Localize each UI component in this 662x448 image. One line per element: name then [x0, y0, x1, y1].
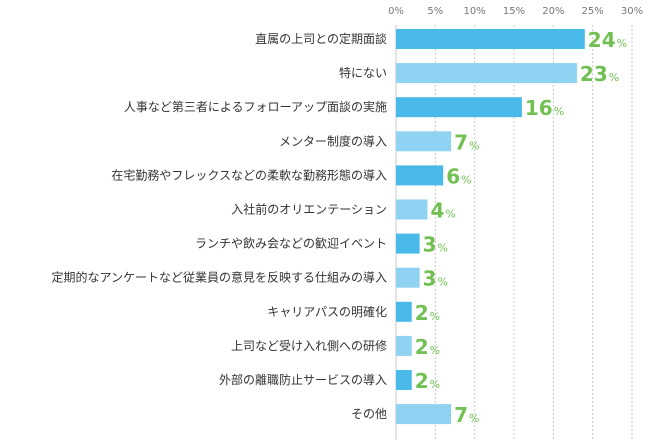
bar	[396, 233, 420, 254]
category-label: 上司など受け入れ側への研修	[231, 338, 387, 353]
category-label: 入社前のオリエンテーション	[231, 202, 387, 217]
bar	[396, 63, 577, 84]
value-label: 7%	[454, 130, 479, 154]
bar	[396, 301, 412, 322]
category-label: 外部の離職防止サービスの導入	[219, 372, 387, 387]
bar	[396, 29, 585, 49]
value-label: 2%	[415, 335, 440, 359]
value-label: 4%	[430, 199, 455, 223]
value-label: 24%	[588, 28, 627, 52]
bar	[396, 199, 428, 220]
bar	[396, 267, 420, 288]
bar	[396, 165, 444, 186]
value-label: 16%	[525, 96, 564, 120]
category-label: 在宅勤務やフレックスなどの柔軟な勤務形態の導入	[111, 167, 387, 182]
x-tick-label: 0%	[388, 6, 404, 17]
x-tick-label: 20%	[542, 6, 564, 17]
value-label: 2%	[415, 369, 440, 393]
value-label: 2%	[415, 301, 440, 325]
x-tick-label: 10%	[464, 6, 486, 17]
x-tick-label: 30%	[621, 6, 643, 17]
bar	[396, 370, 412, 390]
category-label: 人事など第三者によるフォローアップ面談の実施	[124, 99, 387, 114]
bar	[396, 404, 452, 425]
x-tick-label: 5%	[427, 6, 443, 17]
category-label: キャリアパスの明確化	[267, 304, 387, 319]
value-label: 23%	[580, 62, 619, 86]
category-label: ランチや飲み会などの歓迎イベント	[195, 236, 387, 251]
category-label: その他	[351, 407, 387, 421]
x-tick-label: 25%	[582, 6, 604, 17]
category-label: 定期的なアンケートなど従業員の意見を反映する仕組みの導入	[51, 270, 387, 285]
value-label: 3%	[423, 267, 448, 291]
category-label: メンター制度の導入	[279, 133, 387, 148]
bar	[396, 97, 522, 118]
bar	[396, 131, 452, 152]
category-label: 特にない	[339, 65, 387, 80]
value-label: 6%	[446, 164, 471, 188]
value-label: 3%	[423, 233, 448, 257]
value-label: 7%	[454, 403, 479, 427]
bar	[396, 335, 412, 356]
x-tick-label: 15%	[503, 6, 525, 17]
category-label: 直属の上司との定期面談	[255, 31, 387, 46]
